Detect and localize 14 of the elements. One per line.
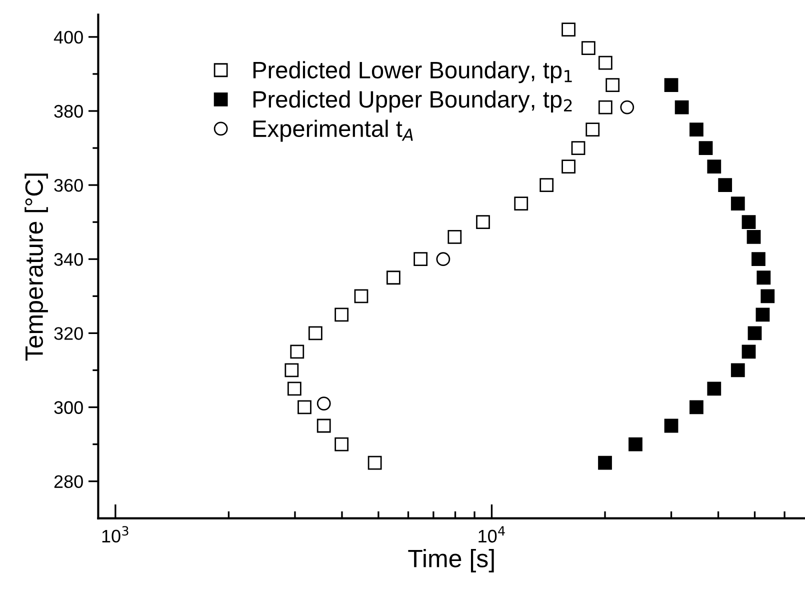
y-tick-label: 280: [54, 475, 83, 488]
x-axis-title: Time [s]: [408, 549, 494, 572]
y-tick-label: 360: [54, 178, 83, 192]
y-tick-label: 300: [54, 401, 83, 414]
legend-label: Experimental t$_{A}$: [253, 120, 413, 142]
y-axis-title: Temperature [°C]: [24, 174, 48, 361]
legend-label: Predicted Lower Boundary, tp$_{1}$: [253, 61, 572, 84]
y-tick-label: 320: [54, 327, 83, 340]
y-tick-label: 380: [54, 104, 83, 118]
x-tick-label: 10$^{4}$: [478, 526, 505, 543]
y-tick-label: 400: [54, 30, 83, 44]
y-tick-label: 340: [54, 253, 83, 266]
legend-label: Predicted Upper Boundary, tp$_{2}$: [253, 90, 572, 112]
x-tick-label: 10$^{3}$: [102, 526, 128, 543]
